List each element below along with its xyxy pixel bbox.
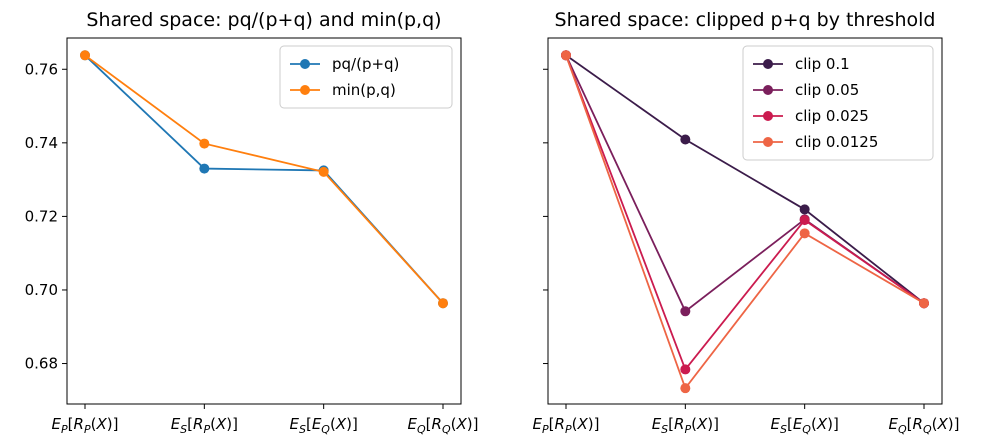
legend-swatch-marker	[763, 111, 773, 121]
x-tick-label: EQ[RQ(X)]	[889, 415, 960, 436]
legend-swatch-marker	[300, 59, 310, 69]
y-tick-label: 0.72	[25, 207, 58, 225]
chart-title: Shared space: pq/(p+q) and min(p,q)	[86, 9, 441, 31]
data-point	[80, 50, 90, 61]
data-point	[680, 306, 691, 317]
data-point	[199, 138, 210, 149]
x-tick-label: EP[RP(X)]	[533, 415, 600, 436]
legend-swatch-marker	[300, 85, 310, 95]
data-point	[438, 298, 448, 309]
legend-label: clip 0.0125	[795, 133, 878, 151]
legend-swatch-marker	[763, 137, 773, 147]
legend-label: pq/(p+q)	[332, 55, 399, 73]
data-point	[799, 215, 810, 226]
x-tick-label: ES[RP(X)]	[171, 415, 238, 436]
x-tick-label: EP[RP(X)]	[52, 415, 119, 436]
data-point	[919, 298, 929, 309]
legend-box	[279, 45, 453, 109]
axes-frame	[66, 37, 462, 405]
x-tick-label: EQ[RQ(X)]	[408, 415, 479, 436]
chart-panel-1: Shared space: pq/(p+q) and min(p,q) 0.68 0…	[25, 9, 479, 436]
data-point	[199, 163, 210, 174]
data-point	[680, 364, 691, 375]
data-point	[799, 228, 810, 239]
chart-panel-2: Shared space: clipped p+q by threshold EP…	[533, 9, 960, 436]
series-line-4	[565, 54, 925, 391]
legend: clip 0.1 clip 0.05 clip 0.025 clip 0.0125	[742, 45, 934, 161]
data-point	[561, 50, 571, 61]
series-line-2	[84, 54, 444, 304]
legend-label: clip 0.05	[795, 81, 859, 99]
series-line-1	[565, 54, 925, 304]
series-line-3	[565, 54, 925, 372]
legend-swatch-marker	[763, 85, 773, 95]
legend-label: clip 0.1	[795, 55, 850, 73]
data-point	[680, 134, 691, 145]
y-tick-label: 0.74	[25, 134, 58, 152]
axes-frame	[547, 37, 943, 405]
x-tick-label: ES[RP(X)]	[652, 415, 719, 436]
legend-swatch-marker	[763, 59, 773, 69]
data-point	[318, 166, 329, 177]
x-tick-label: ES[EQ(X)]	[289, 415, 357, 436]
legend: pq/(p+q) min(p,q)	[279, 45, 453, 109]
y-tick-label: 0.68	[25, 355, 58, 373]
legend-label: clip 0.025	[795, 107, 869, 125]
y-tick-label: 0.76	[25, 60, 58, 78]
legend-box	[742, 45, 934, 161]
y-tick-label: 0.70	[25, 281, 58, 299]
data-point	[680, 383, 691, 394]
data-point	[799, 204, 810, 215]
x-tick-label: ES[EQ(X)]	[770, 415, 838, 436]
legend-label: min(p,q)	[332, 81, 396, 99]
chart-title: Shared space: clipped p+q by threshold	[555, 9, 936, 31]
